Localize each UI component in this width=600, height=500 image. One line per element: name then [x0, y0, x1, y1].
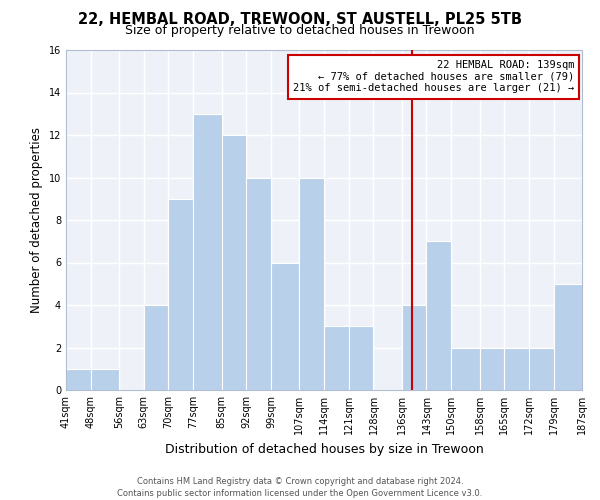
Bar	[529, 348, 554, 390]
Y-axis label: Number of detached properties: Number of detached properties	[30, 127, 43, 313]
Bar	[324, 326, 349, 390]
Bar	[299, 178, 324, 390]
Bar	[504, 348, 529, 390]
Text: Contains HM Land Registry data © Crown copyright and database right 2024.
Contai: Contains HM Land Registry data © Crown c…	[118, 476, 482, 498]
Bar	[91, 369, 119, 390]
Text: 22, HEMBAL ROAD, TREWOON, ST AUSTELL, PL25 5TB: 22, HEMBAL ROAD, TREWOON, ST AUSTELL, PL…	[78, 12, 522, 28]
Bar	[554, 284, 582, 390]
Bar	[169, 198, 193, 390]
Bar	[221, 135, 246, 390]
Bar	[402, 305, 427, 390]
Bar	[479, 348, 504, 390]
X-axis label: Distribution of detached houses by size in Trewoon: Distribution of detached houses by size …	[164, 442, 484, 456]
Text: Size of property relative to detached houses in Trewoon: Size of property relative to detached ho…	[125, 24, 475, 37]
Bar	[451, 348, 479, 390]
Bar	[193, 114, 221, 390]
Bar	[144, 305, 169, 390]
Bar	[271, 262, 299, 390]
Bar	[349, 326, 373, 390]
Bar	[427, 242, 451, 390]
Bar	[246, 178, 271, 390]
Bar	[66, 369, 91, 390]
Text: 22 HEMBAL ROAD: 139sqm
← 77% of detached houses are smaller (79)
21% of semi-det: 22 HEMBAL ROAD: 139sqm ← 77% of detached…	[293, 60, 574, 94]
